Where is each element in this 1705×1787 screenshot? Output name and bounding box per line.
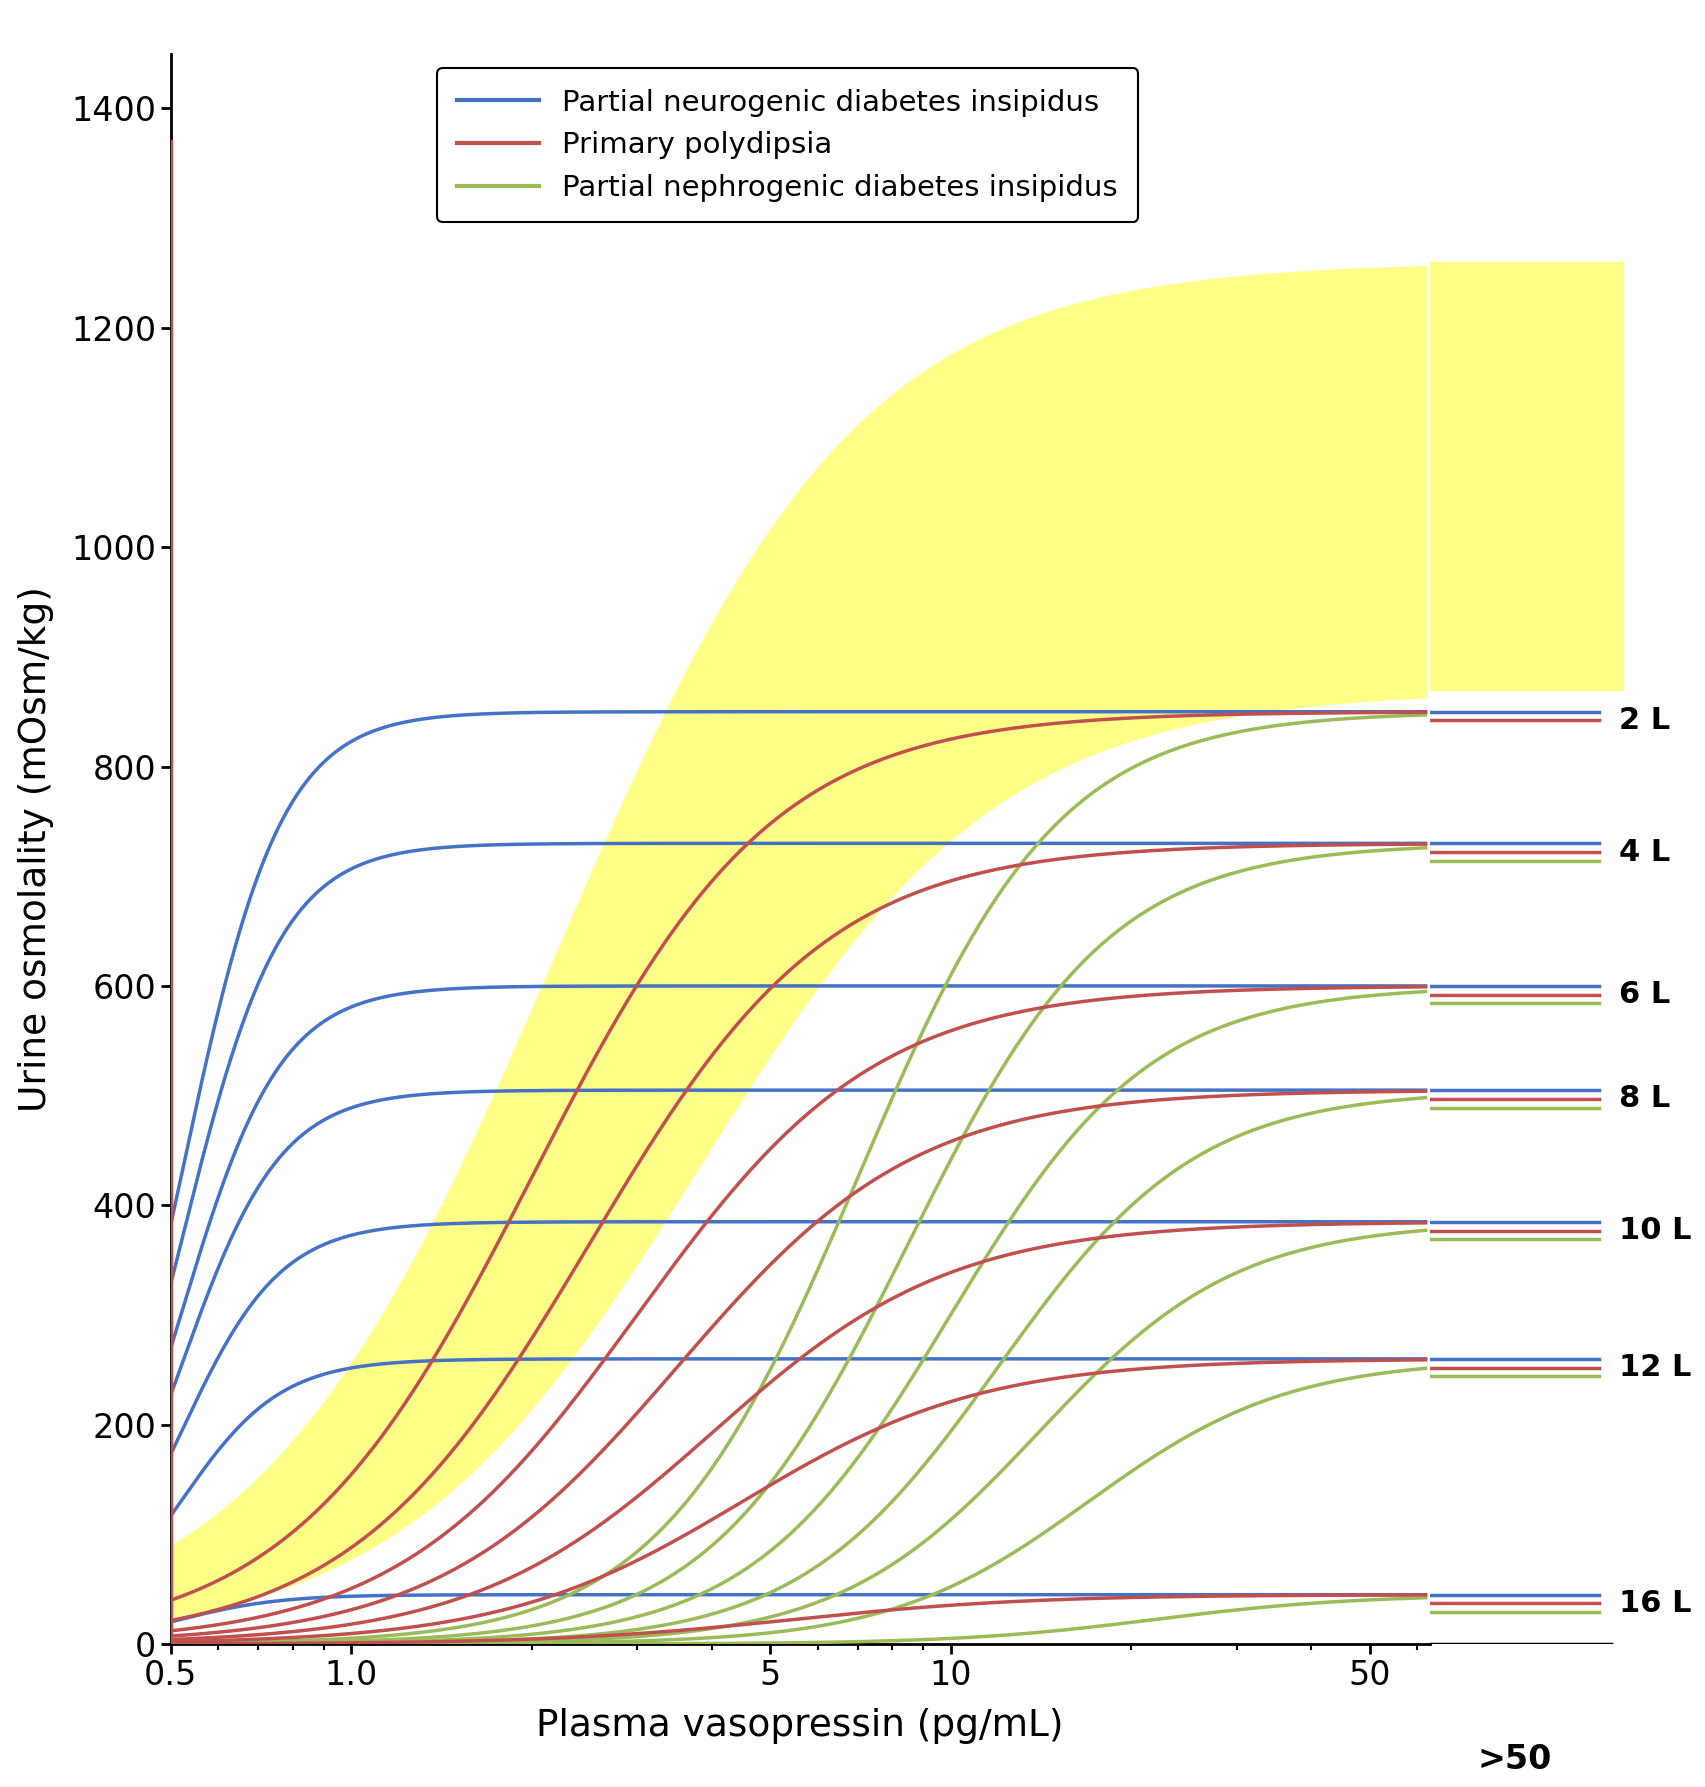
Text: 4 L: 4 L — [1618, 838, 1669, 867]
Text: 12 L: 12 L — [1618, 1353, 1690, 1381]
X-axis label: Plasma vasopressin (pg/mL): Plasma vasopressin (pg/mL) — [535, 1708, 1064, 1744]
Text: >50: >50 — [1477, 1742, 1552, 1776]
Text: 2 L: 2 L — [1618, 706, 1669, 734]
Text: 8 L: 8 L — [1618, 1085, 1669, 1113]
Legend: Partial neurogenic diabetes insipidus, Primary polydipsia, Partial nephrogenic d: Partial neurogenic diabetes insipidus, P… — [436, 68, 1137, 222]
Text: 16 L: 16 L — [1618, 1589, 1690, 1617]
Text: 10 L: 10 L — [1618, 1215, 1690, 1246]
Y-axis label: Urine osmolality (mOsm/kg): Urine osmolality (mOsm/kg) — [19, 586, 55, 1112]
Text: 6 L: 6 L — [1618, 981, 1669, 1010]
